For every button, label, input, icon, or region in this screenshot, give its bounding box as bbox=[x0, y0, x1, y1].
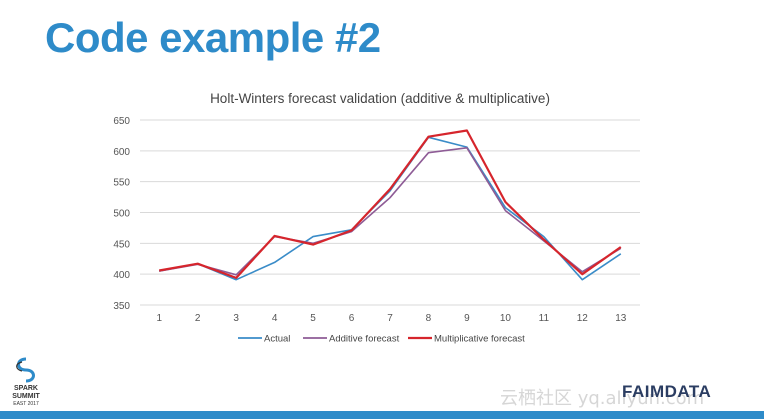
legend-label-3: Multiplicative forecast bbox=[434, 334, 525, 345]
chart-title: Holt-Winters forecast validation (additi… bbox=[210, 91, 550, 106]
logo-line-1: SPARK bbox=[14, 385, 38, 392]
y-axis: 350 400 450 500 550 600 650 bbox=[113, 116, 130, 312]
y-tick-label: 650 bbox=[113, 116, 130, 127]
y-tick-label: 550 bbox=[113, 178, 130, 189]
x-tick-label: 4 bbox=[272, 313, 278, 324]
legend-label-1: Actual bbox=[264, 334, 290, 345]
series-line-2 bbox=[159, 147, 622, 276]
logo-line-3: EAST 2017 bbox=[13, 401, 39, 407]
watermark: 云栖社区 yq.aliyun.com bbox=[500, 388, 705, 409]
legend: Actual Additive forecast Multiplicative fo… bbox=[238, 334, 525, 345]
bottom-bar bbox=[0, 411, 764, 419]
logo-line-2: SUMMIT bbox=[12, 393, 40, 400]
x-tick-label: 12 bbox=[577, 313, 589, 324]
y-tick-label: 400 bbox=[113, 270, 130, 281]
y-tick-label: 600 bbox=[113, 147, 130, 158]
y-tick-label: 450 bbox=[113, 239, 130, 250]
x-tick-label: 3 bbox=[233, 313, 239, 324]
x-tick-label: 2 bbox=[195, 313, 201, 324]
legend-label-2: Additive forecast bbox=[329, 334, 400, 345]
x-tick-label: 7 bbox=[387, 313, 393, 324]
x-axis: 1 2 3 4 5 6 7 8 9 10 11 12 13 bbox=[156, 313, 626, 324]
series-line-1 bbox=[159, 136, 622, 281]
x-tick-label: 5 bbox=[310, 313, 316, 324]
series-line-3 bbox=[159, 129, 622, 279]
series-group bbox=[159, 129, 622, 281]
grid-lines bbox=[140, 119, 640, 306]
x-tick-label: 10 bbox=[500, 313, 512, 324]
slide-title: Code example #2 bbox=[45, 14, 381, 61]
x-tick-label: 13 bbox=[615, 313, 627, 324]
y-tick-label: 350 bbox=[113, 301, 130, 312]
line-chart: Holt-Winters forecast validation (additi… bbox=[113, 91, 640, 345]
y-tick-label: 500 bbox=[113, 209, 130, 220]
x-tick-label: 11 bbox=[539, 313, 550, 324]
x-tick-label: 9 bbox=[464, 313, 470, 324]
x-tick-label: 1 bbox=[156, 313, 162, 324]
spark-summit-logo: SPARK SUMMIT EAST 2017 bbox=[12, 357, 41, 407]
faimdata-logo: FAIMDATA bbox=[622, 382, 712, 401]
x-tick-label: 6 bbox=[349, 313, 355, 324]
x-tick-label: 8 bbox=[426, 313, 432, 324]
